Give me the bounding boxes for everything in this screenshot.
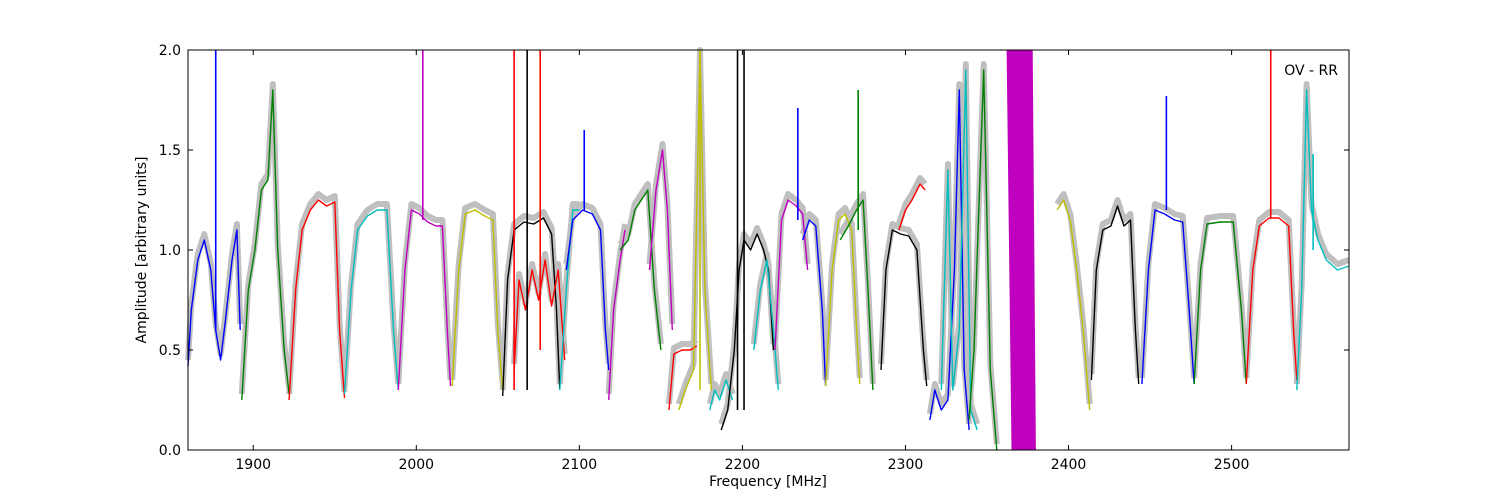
- series-line-27: [1056, 199, 1091, 411]
- x-tick-label-0: 1900: [235, 457, 271, 473]
- y-tick-label-1: 0.5: [159, 343, 181, 359]
- x-tick-label-1: 2000: [398, 457, 434, 473]
- series-line-4: [397, 209, 452, 391]
- series-line-15: [709, 379, 734, 411]
- plot-background: [188, 50, 1349, 450]
- series-line-18: [774, 199, 809, 351]
- series-line-30: [1193, 221, 1247, 385]
- series-line-9: [565, 209, 610, 371]
- y-axis-label: Amplitude [arbitrary units]: [134, 157, 150, 344]
- series-line-1: [241, 89, 290, 401]
- x-tick-label-2: 2100: [562, 457, 598, 473]
- series-line-28: [1090, 205, 1140, 385]
- reference-segment-23: [896, 175, 928, 225]
- band-layer: [1006, 50, 1036, 450]
- x-tick-label-4: 2300: [888, 457, 924, 473]
- series-line-21: [839, 199, 874, 391]
- y-tick-label-3: 1.5: [159, 143, 181, 159]
- series-line-10: [608, 229, 626, 401]
- series-line-12: [648, 149, 673, 331]
- series-line-32: [1296, 89, 1350, 391]
- series-line-26: [968, 69, 998, 451]
- dense-band: [1006, 50, 1036, 450]
- series-line-16: [720, 233, 775, 431]
- series-line-11: [619, 189, 662, 351]
- series-line-14: [678, 49, 713, 411]
- series-line-29: [1141, 209, 1195, 385]
- x-axis-label: Frequency [MHz]: [709, 474, 827, 490]
- series-line-23: [898, 183, 926, 231]
- series-layer: [187, 49, 1350, 451]
- x-tick-label-3: 2200: [725, 457, 761, 473]
- series-line-19: [802, 219, 827, 387]
- x-axis: 1900 2000 2100 2200 2300 2400 2500: [235, 50, 1249, 473]
- series-line-22: [880, 229, 928, 387]
- y-tick-label-4: 2.0: [159, 43, 181, 59]
- series-line-20: [824, 213, 861, 387]
- series-line-25: [940, 69, 978, 431]
- annotation-label: OV - RR: [1284, 63, 1338, 79]
- y-axis: 0.0 0.5 1.0 1.5 2.0: [159, 43, 1349, 459]
- series-line-7: [513, 259, 566, 371]
- x-tick-label-6: 2500: [1214, 457, 1250, 473]
- series-line-13: [668, 345, 698, 411]
- series-line-3: [343, 209, 399, 395]
- y-tick-label-2: 1.0: [159, 243, 181, 259]
- spike-layer: [214, 50, 1314, 410]
- series-line-2: [288, 199, 346, 401]
- series-line-31: [1245, 217, 1298, 385]
- x-tick-label-5: 2400: [1051, 457, 1087, 473]
- series-line-5: [451, 209, 504, 391]
- reference-segment-7: [511, 251, 568, 365]
- y-tick-label-0: 0.0: [159, 443, 181, 459]
